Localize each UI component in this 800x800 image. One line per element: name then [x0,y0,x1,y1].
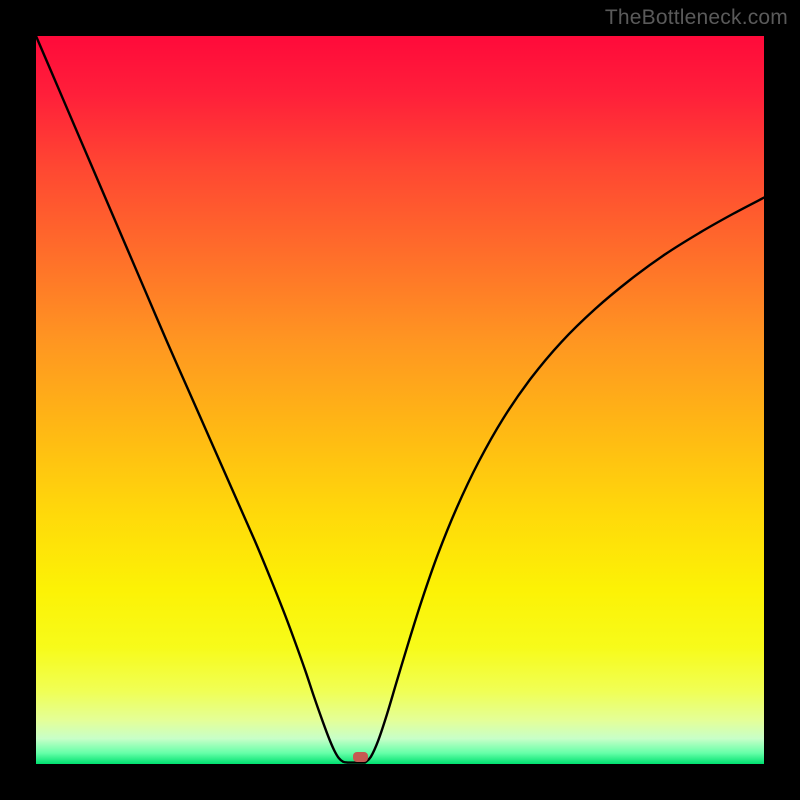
attribution-text: TheBottleneck.com [605,6,788,30]
optimum-marker [353,752,368,762]
plot-area [36,36,764,764]
bottleneck-curve [36,36,764,764]
